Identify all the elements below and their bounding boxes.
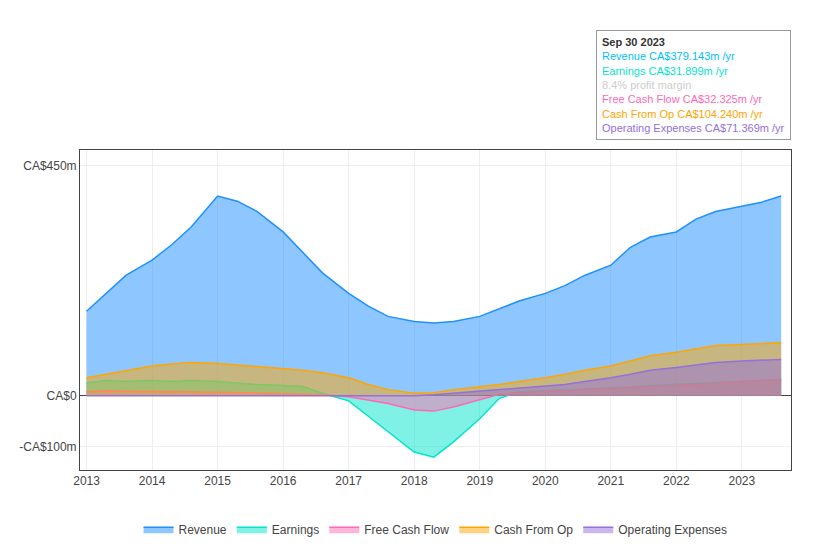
svg-text:2020: 2020 <box>532 474 559 488</box>
svg-text:CA$0: CA$0 <box>47 389 77 403</box>
svg-text:Sep 30 2023Revenue CA$379.143m: Sep 30 2023Revenue CA$379.143m /yrEarnin… <box>602 36 785 134</box>
svg-text:2018: 2018 <box>401 474 428 488</box>
svg-text:2019: 2019 <box>466 474 493 488</box>
svg-text:2016: 2016 <box>270 474 297 488</box>
svg-text:Operating Expenses: Operating Expenses <box>618 523 727 537</box>
svg-text:2015: 2015 <box>204 474 231 488</box>
svg-text:2017: 2017 <box>335 474 362 488</box>
svg-text:Earnings: Earnings <box>272 523 319 537</box>
svg-text:2013: 2013 <box>73 474 100 488</box>
svg-text:2023: 2023 <box>728 474 755 488</box>
svg-text:CA$450m: CA$450m <box>23 159 76 173</box>
svg-text:2022: 2022 <box>663 474 690 488</box>
svg-text:Free Cash Flow: Free Cash Flow <box>364 523 449 537</box>
svg-text:2021: 2021 <box>597 474 624 488</box>
svg-text:2014: 2014 <box>139 474 166 488</box>
svg-text:Revenue: Revenue <box>179 523 227 537</box>
svg-text:Cash From Op: Cash From Op <box>494 523 573 537</box>
svg-text:-CA$100m: -CA$100m <box>19 440 76 454</box>
